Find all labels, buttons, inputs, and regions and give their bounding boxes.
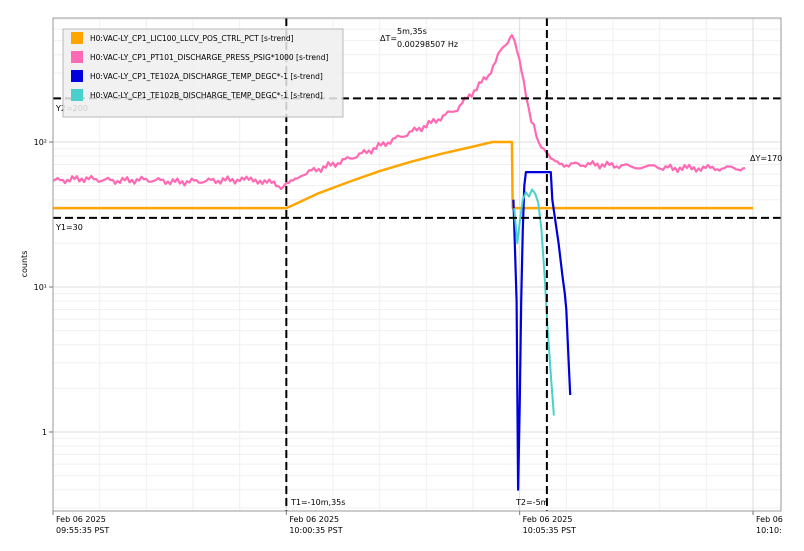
legend-entry-3[interactable]: H0:VAC-LY_CP1_TE102A_DISCHARGE_TEMP_DEGC…	[90, 72, 323, 81]
legend-box	[62, 28, 344, 118]
x-tick-label-date: Feb 06	[756, 515, 783, 524]
legend-swatch-1	[71, 32, 83, 44]
x-tick-label-date: Feb 06 2025	[523, 515, 573, 524]
legend-entry-1[interactable]: H0:VAC-LY_CP1_LIC100_LLCV_POS_CTRL_PCT […	[90, 34, 294, 43]
legend-entry-2[interactable]: H0:VAC-LY_CP1_PT101_DISCHARGE_PRESS_PSIG…	[90, 53, 329, 62]
series-line-1	[53, 140, 753, 210]
x-tick-label-time: 10:05:35 PST	[523, 526, 576, 535]
series-line-3	[512, 171, 572, 491]
t1-cursor-label: T1=-10m,35s	[290, 498, 345, 507]
y-tick-label: 10¹	[34, 283, 47, 292]
y-axis-label: counts	[20, 251, 29, 278]
delta-y-label: ΔY=170	[750, 154, 782, 163]
x-tick-label-date: Feb 06 2025	[289, 515, 339, 524]
legend-swatch-4	[71, 89, 83, 101]
legend-entry-4[interactable]: H0:VAC-LY_CP1_TE102B_DISCHARGE_TEMP_DEGC…	[90, 91, 323, 100]
series-group	[52, 34, 753, 491]
y-tick-label: 1	[42, 428, 47, 437]
t2-cursor-label: T2=-5m	[515, 498, 549, 507]
y-tick-label: 10²	[34, 138, 47, 147]
delta-t-frequency: 0.00298507 Hz	[397, 40, 458, 49]
delta-t-value: 5m,35s	[397, 27, 427, 36]
y-axis: 1 10¹ 10²	[34, 138, 53, 437]
x-tick-label-date: Feb 06 2025	[56, 515, 106, 524]
grid	[52, 18, 781, 511]
series-line-2	[52, 34, 746, 191]
legend: H0:VAC-LY_CP1_LIC100_LLCV_POS_CTRL_PCT […	[62, 28, 344, 118]
y1-cursor-label: Y1=30	[55, 223, 83, 232]
x-tick-label-time: 10:10:	[756, 526, 782, 535]
x-tick-label-time: 10:00:35 PST	[289, 526, 342, 535]
delta-t-label: ΔT=	[380, 34, 397, 43]
legend-swatch-2	[71, 51, 83, 63]
x-axis: Feb 06 2025 09:55:35 PST Feb 06 2025 10:00:…	[52, 511, 783, 535]
x-tick-label-time: 09:55:35 PST	[56, 526, 109, 535]
legend-swatch-3	[71, 70, 83, 82]
plot-frame	[52, 17, 782, 512]
